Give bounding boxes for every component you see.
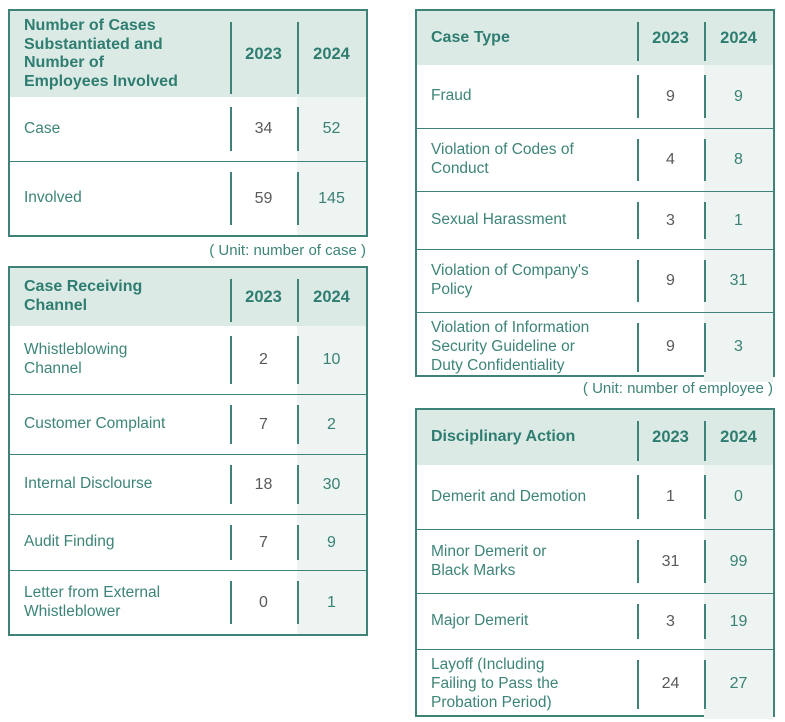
- column-header-2023: 2023: [230, 268, 297, 326]
- row-label: Sexual Harassment: [431, 211, 567, 229]
- table-row: Sexual Harassment 3 1: [417, 191, 773, 249]
- table-row: Letter from External Whistleblower 0 1: [10, 570, 366, 634]
- value-2024: 52: [297, 97, 366, 161]
- value-2023: 34: [230, 97, 297, 161]
- table-row: Layoff (Including Failing to Pass the Pr…: [417, 649, 773, 719]
- row-label: Demerit and Demotion: [431, 487, 587, 505]
- row-label: Audit Finding: [24, 533, 115, 551]
- column-header-2023: 2023: [637, 11, 704, 65]
- row-label: Major Demerit: [431, 612, 529, 630]
- row-label: Whistleblowing Channel: [24, 341, 128, 377]
- value-2024: 145: [297, 162, 366, 235]
- value-2024: 19: [704, 594, 773, 649]
- value-2024: 3: [704, 313, 773, 382]
- value-2024: 9: [297, 515, 366, 570]
- unit-caption-employee: ( Unit: number of employee ): [582, 380, 773, 397]
- column-header-2024: 2024: [297, 268, 366, 326]
- table-header-row: Case Type 2023 2024: [417, 11, 773, 65]
- row-label: Violation of Codes of Conduct: [431, 141, 574, 177]
- value-2024: 1: [297, 571, 366, 634]
- table-row: Violation of Company's Policy 9 31: [417, 249, 773, 312]
- table-row: Violation of Information Security Guidel…: [417, 312, 773, 382]
- value-2023: 4: [637, 129, 704, 191]
- value-2024: 31: [704, 250, 773, 312]
- row-label: Involved: [24, 189, 82, 207]
- column-header-2024: 2024: [704, 410, 773, 465]
- table-row: Demerit and Demotion 1 0: [417, 465, 773, 529]
- value-2024: 2: [297, 395, 366, 454]
- table-case-receiving-channel: Case Receiving Channel 2023 2024 Whistleblo…: [8, 266, 368, 636]
- value-2024: 27: [704, 650, 773, 719]
- value-2023: 24: [637, 650, 704, 719]
- value-2023: 59: [230, 162, 297, 235]
- row-label: Minor Demerit or Black Marks: [431, 542, 547, 579]
- table-header-row: Disciplinary Action 2023 2024: [417, 410, 773, 465]
- table-row: Whistleblowing Channel 2 10: [10, 326, 366, 394]
- value-2024: 99: [704, 530, 773, 593]
- row-label: Customer Complaint: [24, 415, 166, 433]
- table-disciplinary-action: Disciplinary Action 2023 2024 Demerit and D…: [415, 408, 775, 719]
- row-label: Letter from External Whistleblower: [24, 583, 161, 620]
- table-title: Case Type: [431, 28, 510, 46]
- table-row: Violation of Codes of Conduct 4 8: [417, 128, 773, 191]
- table-row: Major Demerit 3 19: [417, 593, 773, 649]
- value-2024: 9: [704, 65, 773, 128]
- column-header-2024: 2024: [297, 11, 366, 98]
- value-2023: 9: [637, 250, 704, 312]
- table-row: Involved 59 145: [10, 161, 366, 235]
- value-2024: 30: [297, 455, 366, 514]
- table-title: Disciplinary Action: [431, 428, 576, 446]
- value-2023: 7: [230, 515, 297, 570]
- value-2023: 2: [230, 326, 297, 394]
- table-row: Audit Finding 7 9: [10, 514, 366, 570]
- value-2024: 8: [704, 129, 773, 191]
- value-2023: 1: [637, 465, 704, 529]
- row-label: Layoff (Including Failing to Pass the Pr…: [431, 656, 559, 711]
- row-label: Violation of Information Security Guidel…: [431, 319, 590, 374]
- table-row: Minor Demerit or Black Marks 31 99: [417, 529, 773, 593]
- column-header-2023: 2023: [230, 11, 297, 98]
- value-2023: 9: [637, 65, 704, 128]
- value-2023: 9: [637, 313, 704, 382]
- table-header-row: Number of Cases Substantiated and Number…: [10, 11, 366, 97]
- row-label: Internal Disclourse: [24, 475, 153, 493]
- column-header-2023: 2023: [637, 410, 704, 465]
- value-2023: 18: [230, 455, 297, 514]
- value-2024: 10: [297, 326, 366, 394]
- table-case-type: Case Type 2023 2024 Fraud 9 9 Violation of Cod…: [415, 9, 775, 382]
- row-label: Case: [24, 119, 61, 137]
- value-2023: 3: [637, 594, 704, 649]
- row-label: Fraud: [431, 87, 472, 105]
- value-2024: 0: [704, 465, 773, 529]
- value-2023: 0: [230, 571, 297, 634]
- table-title: Case Receiving Channel: [24, 278, 143, 314]
- table-row: Customer Complaint 7 2: [10, 394, 366, 454]
- column-header-2024: 2024: [704, 11, 773, 65]
- table-header-row: Case Receiving Channel 2023 2024: [10, 268, 366, 326]
- value-2023: 31: [637, 530, 704, 593]
- unit-caption-case: ( Unit: number of case ): [209, 242, 366, 259]
- table-cases-substantiated: Number of Cases Substantiated and Number…: [8, 9, 368, 237]
- table-title: Number of Cases Substantiated and Number…: [24, 17, 178, 91]
- table-row: Case 34 52: [10, 97, 366, 161]
- row-label: Violation of Company's Policy: [431, 262, 589, 298]
- table-row: Fraud 9 9: [417, 65, 773, 128]
- value-2023: 3: [637, 192, 704, 249]
- table-row: Internal Disclourse 18 30: [10, 454, 366, 514]
- value-2024: 1: [704, 192, 773, 249]
- value-2023: 7: [230, 395, 297, 454]
